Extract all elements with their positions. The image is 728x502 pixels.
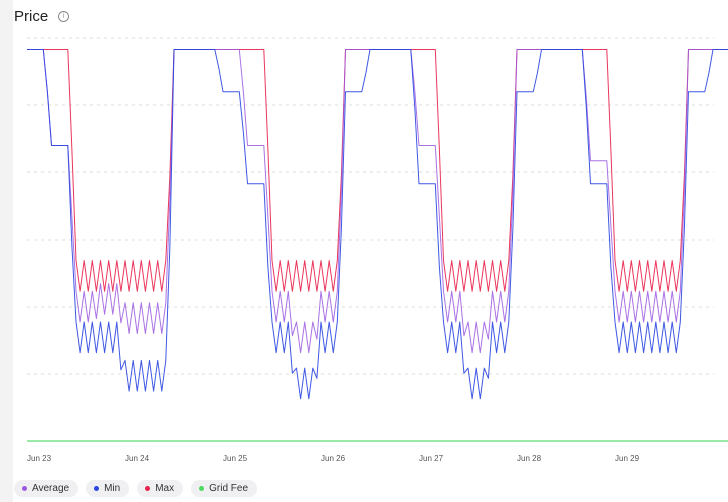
x-tick-label: Jun 28 (517, 454, 542, 463)
legend-item-max[interactable]: Max (137, 480, 184, 497)
info-icon[interactable]: i (58, 11, 70, 22)
legend-dot-average (22, 486, 27, 491)
legend-item-average[interactable]: Average (14, 480, 79, 497)
x-tick-label: Jun 23 (27, 454, 52, 463)
series-line-min (27, 49, 728, 400)
x-tick-label: Jun 27 (419, 454, 444, 463)
x-tick-label: Jun 26 (321, 454, 346, 463)
legend-dot-grid-fee (199, 486, 205, 491)
legend-item-min[interactable]: Min (86, 480, 130, 497)
chart-header: Price i (14, 8, 70, 25)
x-tick-label: Jun 29 (615, 454, 640, 463)
x-tick-label: Jun 24 (125, 454, 150, 463)
price-chart: Jun 23 Jun 24 Jun 25 Jun 26 Jun 27 Jun 28 Jun … (27, 37, 728, 463)
legend-label-grid-fee: Grid Fee (209, 483, 249, 494)
legend-label-min: Min (104, 483, 121, 494)
chart-series (27, 49, 728, 442)
legend-item-grid-fee[interactable]: Grid Fee (191, 480, 258, 497)
legend-dot-max (145, 486, 151, 491)
x-tick-label: Jun 25 (223, 454, 248, 463)
series-line-max (27, 49, 728, 292)
legend-label-average: Average (32, 483, 70, 494)
legend-label-max: Max (155, 483, 175, 494)
legend-dot-min (94, 486, 100, 491)
chart-legend: Average Min Max Grid Fee (14, 480, 258, 497)
x-axis-ticks: Jun 23 Jun 24 Jun 25 Jun 26 Jun 27 Jun 28 Jun … (27, 454, 640, 463)
price-card (13, 0, 728, 502)
chart-title: Price (14, 8, 49, 25)
